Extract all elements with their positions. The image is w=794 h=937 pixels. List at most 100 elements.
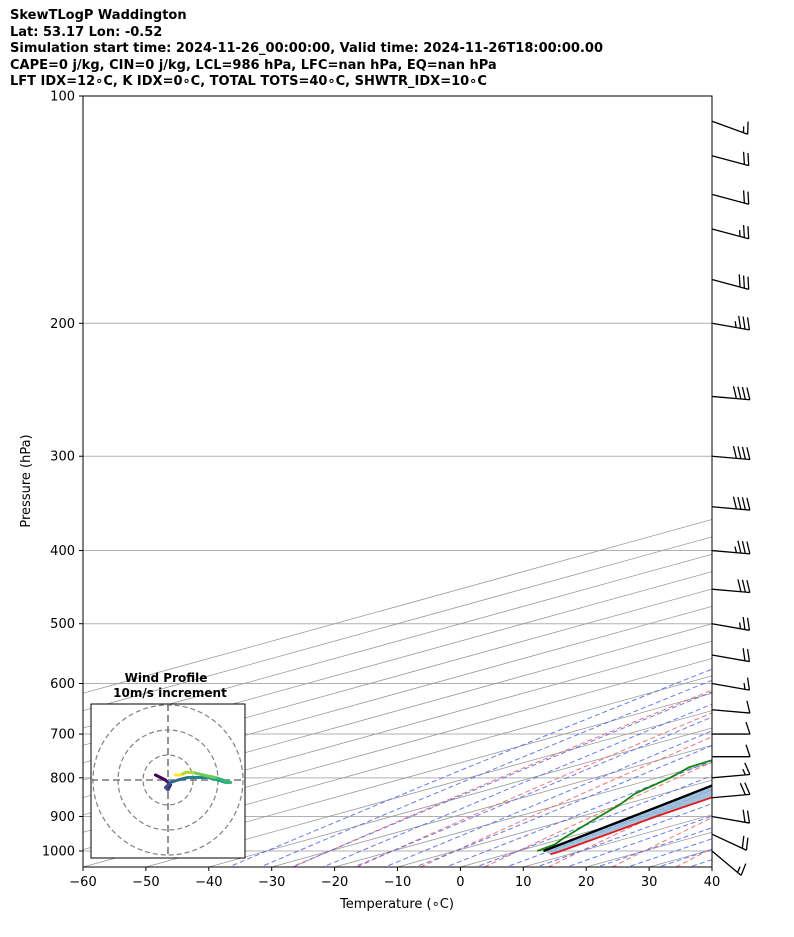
barb-feather: [739, 782, 746, 796]
y-tick-label: 700: [50, 728, 75, 743]
profile-lines: [536, 759, 712, 856]
barb-shaft: [711, 193, 749, 205]
barb-feather: [737, 386, 742, 400]
barb-shaft: [711, 322, 750, 331]
y-tick-label: 600: [50, 677, 75, 692]
wind-barb: [711, 833, 749, 851]
isotherm-line: [83, 692, 712, 867]
barb-shaft: [711, 682, 750, 691]
barb-shaft: [711, 155, 749, 167]
dry-adiabat: [611, 817, 712, 867]
y-tick-label: 900: [50, 810, 75, 825]
barb-feather: [747, 226, 750, 239]
barb-feather: [738, 274, 741, 288]
isotherm-line: [271, 744, 712, 867]
x-axis-label: Temperature (∘C): [339, 897, 454, 912]
barb-shaft: [711, 506, 750, 511]
barb-shaft: [711, 815, 750, 824]
barb-feather: [737, 579, 742, 592]
isotherm-line: [711, 866, 712, 867]
barb-feather: [742, 224, 746, 238]
wind-barb: [711, 496, 751, 511]
isotherm-line: [145, 710, 712, 867]
x-tick-label: −60: [69, 875, 96, 890]
barb-feather: [741, 579, 747, 593]
dry-adiabat: [292, 689, 712, 867]
x-tick-label: −50: [132, 875, 159, 890]
y-axis-label: Pressure (hPa): [19, 434, 34, 527]
cape-line: CAPE=0 j/kg, CIN=0 j/kg, LCL=986 hPa, LF…: [10, 57, 497, 73]
isotherm-line: [83, 658, 712, 833]
barb-feather: [742, 190, 746, 204]
barb-feather: [744, 762, 751, 775]
dewpoint-line: [536, 759, 712, 852]
barb-feather: [741, 541, 747, 554]
barb-feather: [734, 546, 738, 553]
barb-feather: [746, 447, 751, 460]
barb-feather: [741, 497, 747, 510]
barb-feather: [745, 744, 751, 757]
y-tick-label: 400: [50, 544, 75, 559]
moist-adiabat: [474, 775, 712, 867]
barb-shaft: [711, 623, 750, 631]
wind-barb: [711, 386, 751, 401]
wind-barbs: [711, 120, 751, 876]
y-tick-label: 200: [50, 317, 75, 332]
barb-feather: [747, 276, 750, 290]
cape-shading: [543, 785, 712, 855]
wind-barb: [711, 677, 751, 691]
barb-shaft: [711, 120, 748, 135]
isotherm-line: [83, 640, 712, 816]
chart-title: SkewTLogP Waddington: [10, 8, 187, 23]
dry-adiabat: [675, 847, 712, 867]
barb-shaft: [711, 588, 750, 594]
x-tick-label: −30: [258, 875, 285, 890]
barb-feather: [742, 616, 746, 630]
barb-shaft: [711, 455, 750, 461]
parcel-line: [543, 784, 712, 853]
wind-barb: [711, 579, 751, 594]
wind-barb: [711, 616, 751, 631]
barb-feather: [737, 446, 742, 459]
wind-barb: [712, 744, 751, 758]
barb-feather: [742, 648, 746, 661]
wind-barb: [711, 782, 751, 799]
barb-shaft: [711, 709, 750, 714]
inset-title: Wind Profile: [125, 671, 208, 685]
barb-feather: [732, 496, 738, 510]
dry-adiabat: [356, 712, 712, 867]
barb-shaft: [711, 395, 750, 401]
dry-adiabat: [420, 736, 712, 867]
temperature-line: [550, 796, 712, 856]
wind-barb: [711, 120, 749, 135]
inset-subtitle: 10m/s increment: [113, 686, 227, 700]
y-tick-label: 1000: [42, 845, 75, 860]
cape-cin-shading: [543, 785, 712, 855]
barb-shaft: [711, 773, 750, 779]
wind-barb: [711, 700, 751, 714]
barb-shaft: [711, 793, 750, 799]
x-tick-label: 40: [704, 875, 721, 890]
barb-feather: [747, 191, 750, 205]
wind-barb: [711, 850, 747, 876]
barb-feather: [746, 387, 751, 400]
barb-feather: [745, 837, 749, 851]
hodograph: [91, 704, 245, 858]
barb-feather: [746, 497, 751, 511]
wind-barb: [711, 809, 751, 824]
barb-feather: [742, 151, 746, 165]
wind-barb: [711, 648, 751, 663]
hodograph-segment: [201, 773, 217, 779]
moist-adiabat: [626, 838, 712, 867]
moist-adiabat: [352, 716, 712, 867]
isotherm-line: [208, 727, 712, 867]
wind-barb: [711, 190, 750, 205]
time-line: Simulation start time: 2024-11-26_00:00:…: [10, 41, 603, 56]
x-tick-label: −10: [384, 875, 411, 890]
x-tick-label: −20: [321, 875, 348, 890]
axis-ticks: −60 −50 −40 −30 −20 −10 0 10 20 30 40 100 200 300 400 5…: [42, 90, 720, 891]
x-tick-label: 30: [641, 875, 658, 890]
barb-shaft: [711, 654, 750, 663]
barb-feather: [746, 541, 751, 555]
hodograph-segment: [191, 771, 205, 777]
